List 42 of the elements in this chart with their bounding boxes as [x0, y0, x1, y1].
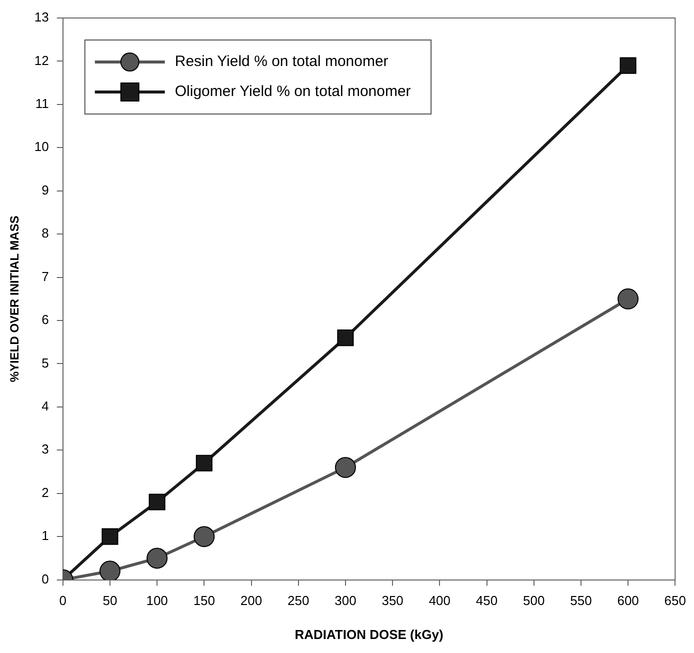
x-tick-label: 200 [240, 593, 262, 608]
y-tick-label: 3 [42, 442, 49, 457]
y-axis-title: %YIELD OVER INITIAL MASS [8, 216, 22, 382]
y-tick-label: 11 [35, 96, 49, 112]
legend-label: Oligomer Yield % on total monomer [174, 83, 411, 100]
point [146, 548, 168, 569]
x-tick-label: 350 [382, 593, 404, 608]
y-tick-label: 5 [42, 355, 49, 370]
y-tick-label: 13 [34, 10, 49, 25]
y-tick-label: 12 [34, 52, 49, 68]
x-tick-label: 500 [523, 593, 545, 608]
y-tick-label: 2 [42, 484, 49, 500]
y-tick-label: 0 [42, 571, 49, 586]
x-tick-label: 450 [476, 593, 498, 608]
x-tick-label: 150 [193, 593, 216, 608]
legend-label: Resin Yield % on total monomer [174, 53, 388, 70]
y-tick-label: 7 [42, 268, 49, 284]
point [620, 57, 636, 74]
x-tick-label: 400 [428, 593, 451, 608]
x-axis-title: RADIATION DOSE (kGy) [294, 626, 444, 642]
y-tick-label: 6 [42, 312, 49, 328]
y-tick-label: 1 [42, 528, 49, 544]
point [334, 456, 356, 478]
point [102, 528, 118, 545]
point [194, 526, 215, 548]
x-tick-label: 100 [146, 593, 168, 608]
point [618, 288, 639, 310]
point [196, 454, 212, 472]
x-tick-label: 550 [570, 593, 592, 608]
x-tick-label: 0 [59, 593, 66, 608]
x-tick-label: 250 [288, 593, 310, 608]
x-tick-label: 300 [334, 593, 356, 608]
point [99, 560, 120, 580]
point [148, 494, 166, 510]
y-tick-label: 9 [42, 182, 49, 198]
x-tick-label: 50 [102, 593, 118, 608]
x-tick-label: 600 [617, 593, 639, 608]
y-tick-label: 10 [34, 139, 49, 154]
point [337, 330, 354, 346]
y-tick-label: 4 [42, 398, 49, 414]
y-tick-label: 8 [42, 226, 49, 241]
x-tick-label: 650 [664, 593, 686, 608]
